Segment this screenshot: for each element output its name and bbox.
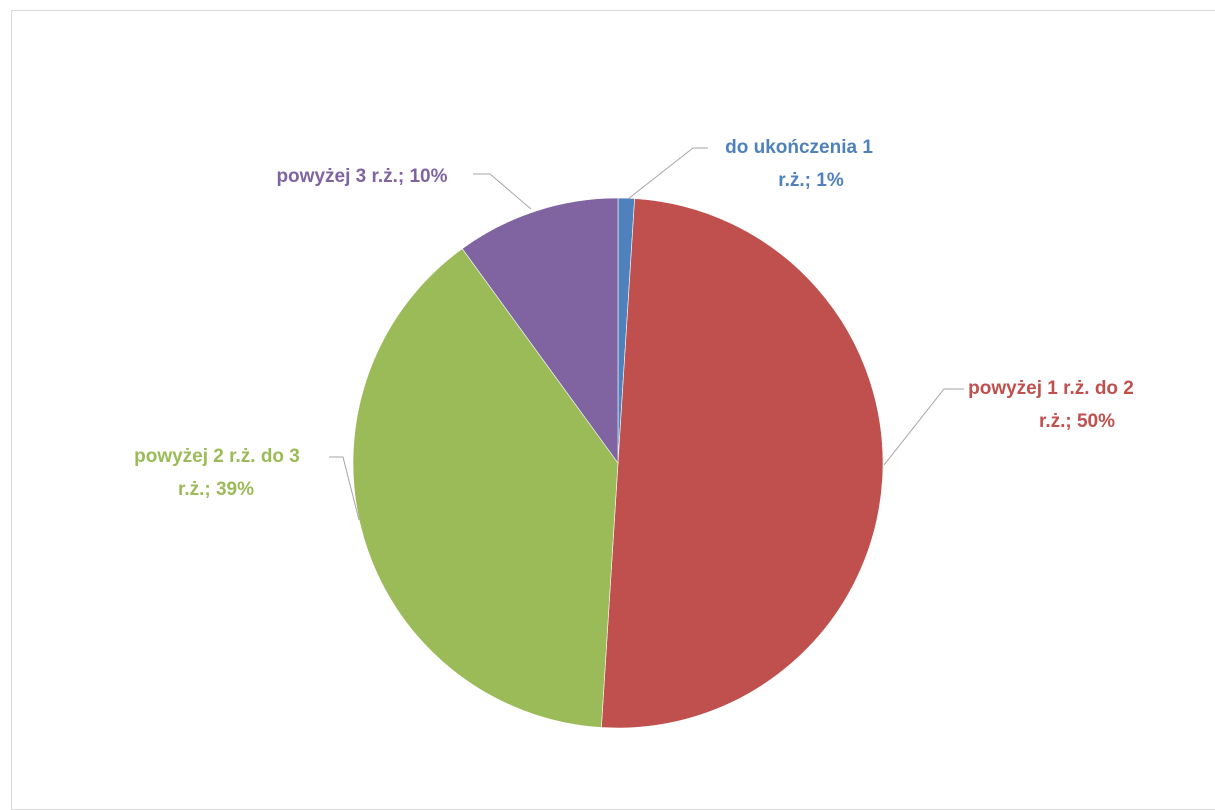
pie-slices [352,197,884,729]
data-label-3-line-2: r.ż.; 39% [178,479,254,500]
leader-line-2 [883,388,964,466]
data-label-3-line-1: powyżej 2 r.ż. do 3 [134,446,300,467]
leader-lines [329,147,964,521]
leader-line-3 [329,456,360,521]
pie-slice-3 [352,248,619,728]
pie-slice-2 [601,198,884,729]
leader-line-1 [627,147,708,200]
pie-slice-4 [461,197,619,464]
data-labels: do ukończenia 1 r.ż.; 1% powyżej 1 r.ż. do… [134,137,1134,500]
leader-line-4 [473,173,532,210]
data-label-4-line-1: powyżej 3 r.ż.; 10% [276,166,447,187]
data-label-1-line-2: r.ż.; 1% [778,170,844,191]
data-label-2-line-2: r.ż.; 50% [1039,411,1115,432]
data-label-1-line-1: do ukończenia 1 [725,137,873,158]
data-label-2-line-1: powyżej 1 r.ż. do 2 [968,378,1134,399]
